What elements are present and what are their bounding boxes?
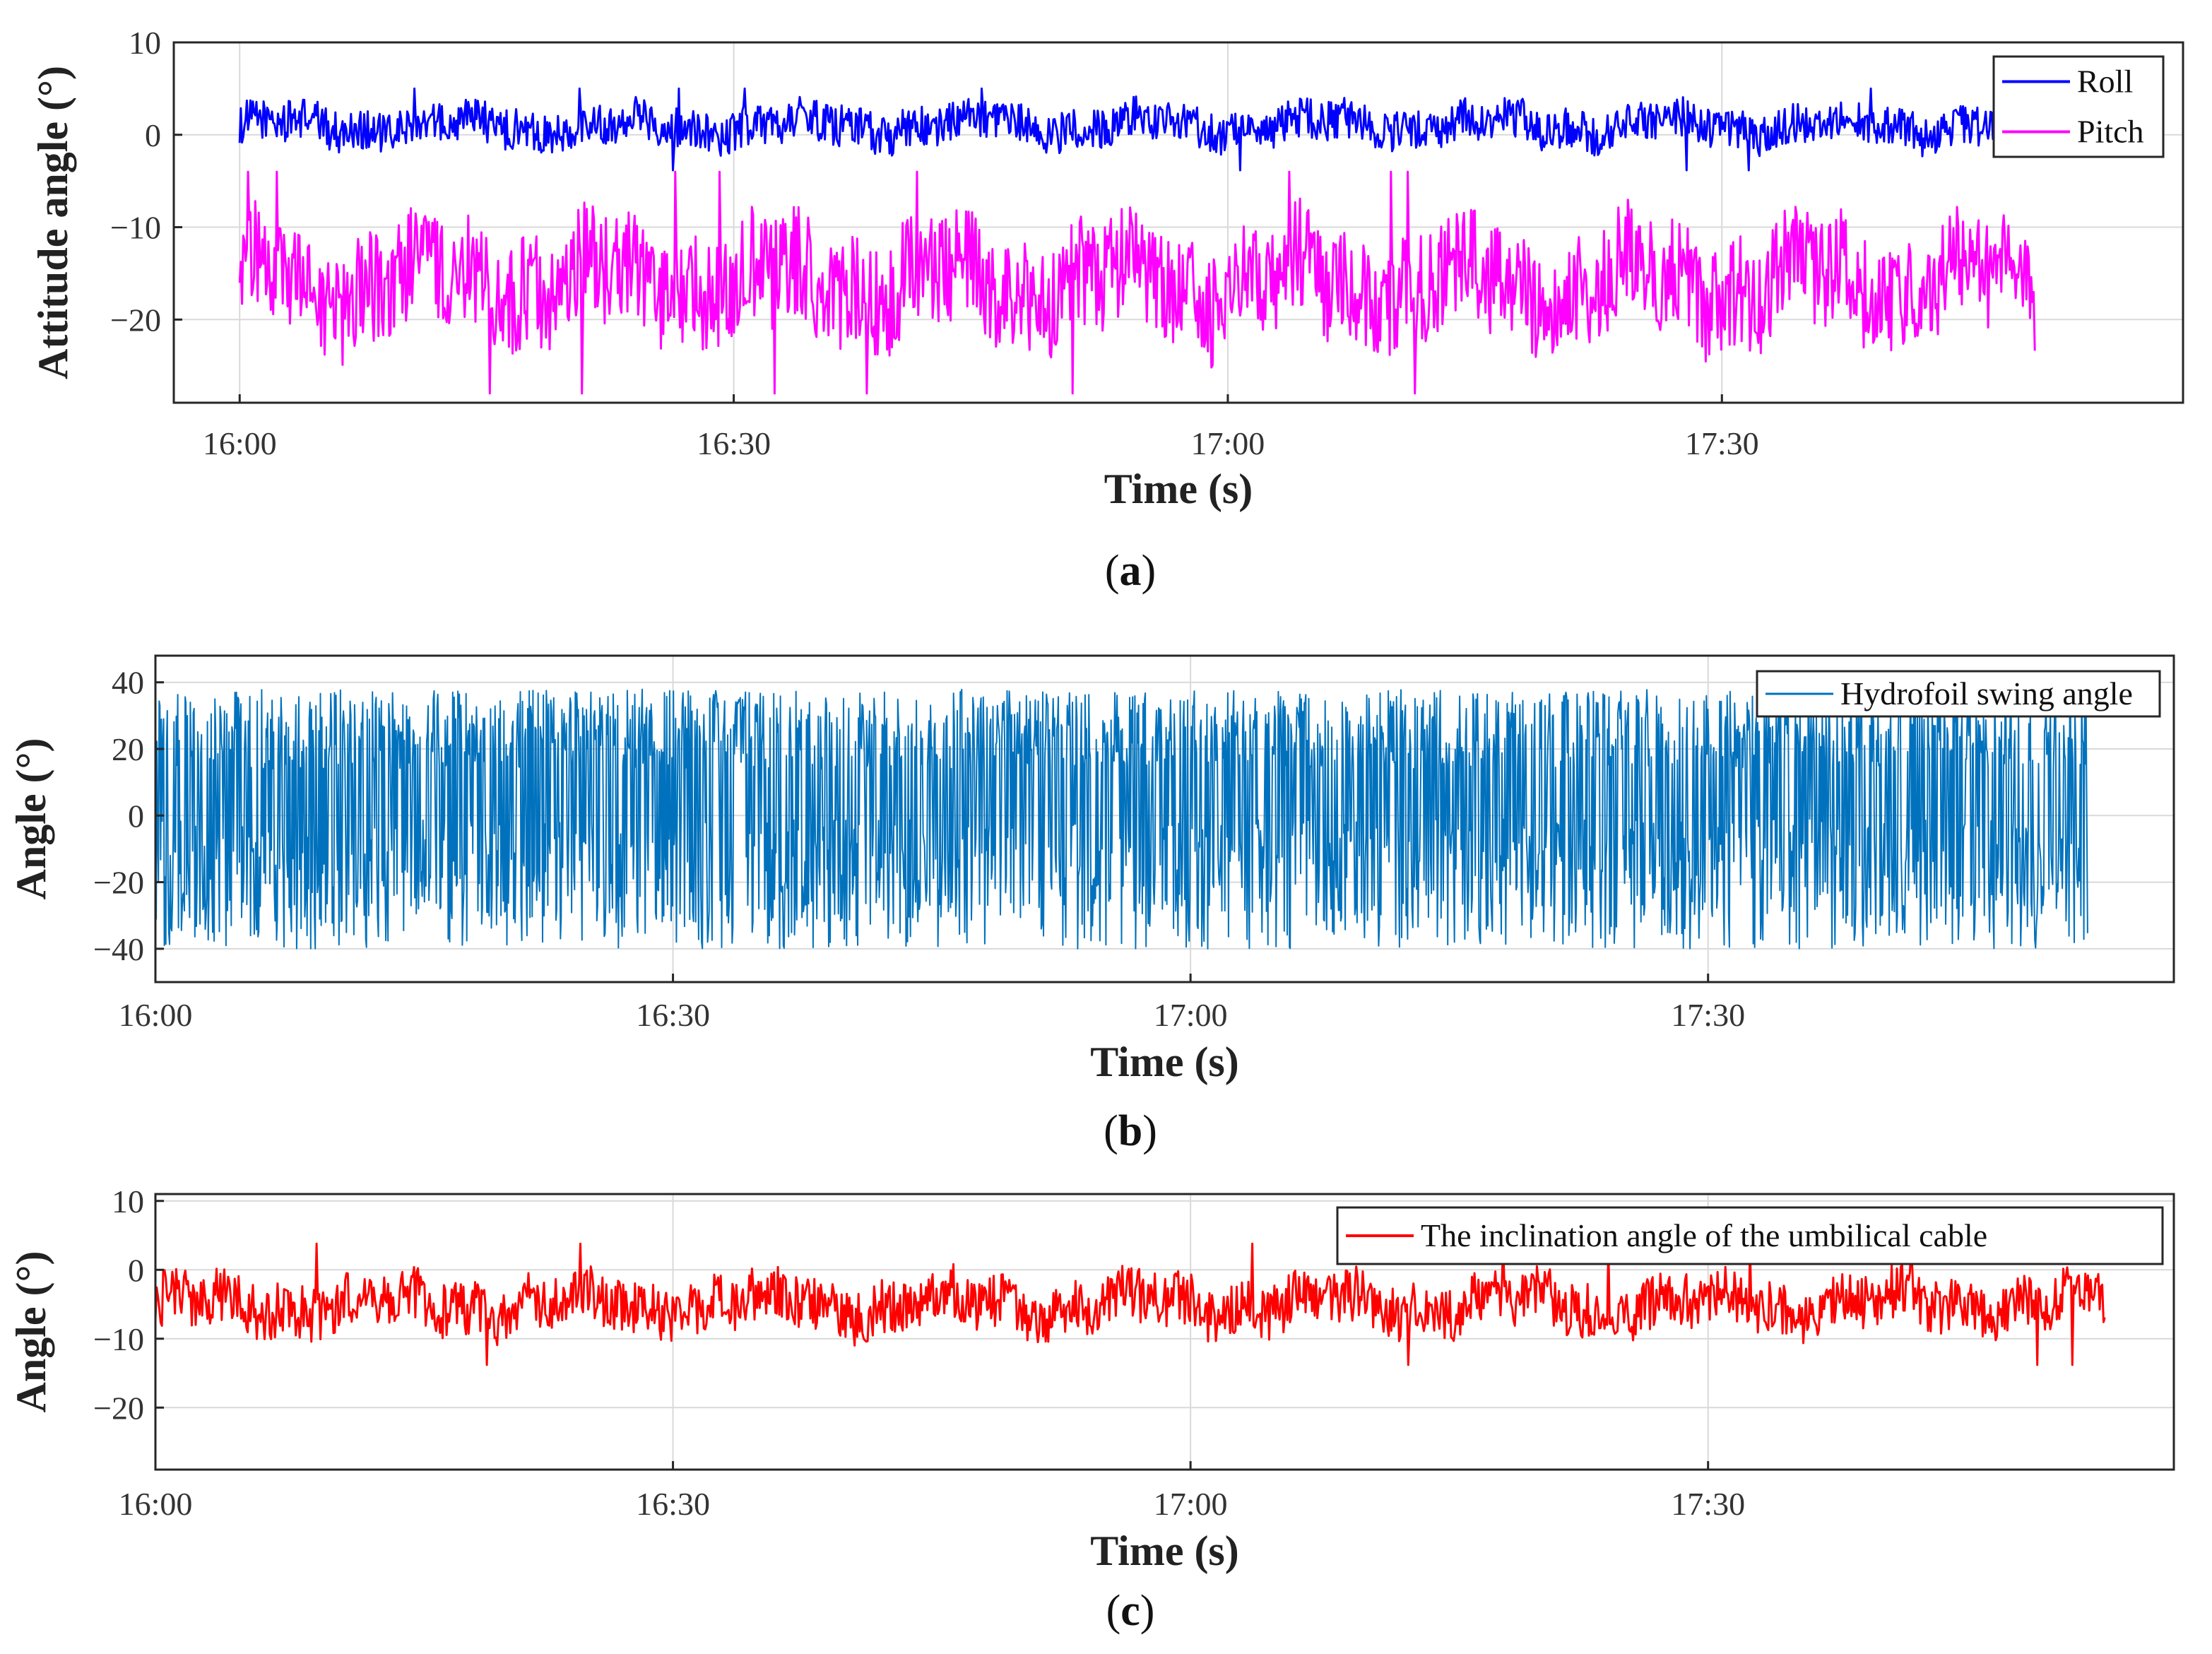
panel-c-x-axis-label: Time (s): [1090, 1528, 1239, 1574]
panel-b-y-tick-label-3: −20: [93, 865, 144, 901]
panel-b: 16:00 16:30 17:00 17:30 40 20 0 −20 −40 Time (s…: [8, 654, 2175, 1155]
panel-b-y-tick-label-4: −40: [93, 931, 144, 967]
panel-a-y-tick-label-3: −20: [110, 302, 161, 338]
panel-c-y-tick-label-2: −10: [93, 1321, 144, 1357]
panel-a-series-line-pitch: [238, 170, 2036, 395]
panel-a-legend: Roll Pitch: [1992, 55, 2165, 158]
panel-b-series-line-hydrofoil-swing-angle: [155, 688, 2088, 950]
panel-a-y-tick-label-1: 0: [145, 117, 161, 153]
panel-a-x-tick-label-3: 17:30: [1685, 425, 1759, 461]
panel-a-caption: (a): [1105, 547, 1156, 595]
panel-a-plot-frame: [172, 41, 2184, 404]
panel-a-series-line-roll: [238, 87, 2036, 172]
panel-b-x-ticks: 16:00 16:30 17:00 17:30: [119, 974, 1745, 1033]
panel-b-y-ticks: 40 20 0 −20 −40: [93, 665, 164, 967]
panel-c-y-tick-label-3: −20: [93, 1390, 144, 1426]
panel-a-series: [238, 87, 2036, 395]
panel-c-x-tick-label-0: 16:00: [119, 1486, 193, 1522]
panel-c-grid: [155, 1194, 2174, 1470]
panel-b-y-tick-label-2: 0: [128, 798, 144, 834]
panel-b-y-axis-label: Angle (°): [8, 738, 54, 900]
panel-b-plot-frame: [154, 654, 2175, 983]
panel-a-y-tick-label-0: 10: [129, 25, 161, 61]
panel-c-legend-box: [1336, 1206, 2164, 1265]
panel-c-legend-label-0: The inclination angle of the umbilical c…: [1421, 1217, 1987, 1253]
panel-a-legend-label-0: Roll: [2077, 64, 2133, 100]
panel-b-x-tick-label-2: 17:00: [1154, 997, 1228, 1033]
panel-b-x-tick-label-0: 16:00: [119, 997, 193, 1033]
panel-b-y-tick-label-0: 40: [112, 665, 144, 701]
panel-b-x-tick-label-3: 17:30: [1671, 997, 1745, 1033]
panel-b-y-tick-label-1: 20: [112, 731, 144, 767]
panel-a-y-axis-label: Attitude angle (°): [30, 66, 76, 379]
panel-c-y-tick-label-0: 10: [112, 1183, 144, 1219]
panel-a-x-ticks: 16:00 16:30 17:00 17:30: [203, 394, 1759, 461]
panel-b-legend: Hydrofoil swing angle: [1756, 670, 2161, 718]
panel-a-legend-box: [1992, 55, 2165, 158]
panel-a-x-tick-label-2: 17:00: [1191, 425, 1265, 461]
panel-c-legend: The inclination angle of the umbilical c…: [1336, 1206, 2164, 1265]
panel-a-x-axis-label: Time (s): [1104, 466, 1253, 512]
panel-c-x-tick-label-2: 17:00: [1154, 1486, 1228, 1522]
panel-c-y-axis-label: Angle (°): [8, 1251, 54, 1413]
panel-c: 16:00 16:30 17:00 17:30 100−10−20 Time (s) …: [8, 1183, 2175, 1635]
panel-c-y-ticks: 10 0 −10 −20: [93, 1183, 164, 1426]
panel-c-plot-frame: [154, 1193, 2175, 1471]
panel-c-x-ticks: 16:00 16:30 17:00 17:30: [119, 1461, 1745, 1522]
panel-c-x-tick-label-3: 17:30: [1671, 1486, 1745, 1522]
panel-a-legend-label-1: Pitch: [2077, 114, 2144, 150]
panel-a-y-tick-label-2: −10: [110, 210, 161, 246]
panel-c-series-line-the-inclination-angle-of-the-umbilical-cable: [154, 1242, 2106, 1366]
panel-b-x-tick-label-1: 16:30: [636, 997, 710, 1033]
panel-b-x-axis-label: Time (s): [1090, 1039, 1239, 1085]
panel-b-legend-label-0: Hydrofoil swing angle: [1840, 675, 2133, 711]
panel-a-x-tick-label-0: 16:00: [203, 425, 277, 461]
panel-c-series: [154, 1242, 2106, 1366]
panel-b-caption: (b): [1104, 1107, 1157, 1155]
panel-a-x-tick-label-1: 16:30: [697, 425, 771, 461]
panel-c-caption: (c): [1106, 1587, 1155, 1635]
panel-c-x-tick-label-1: 16:30: [636, 1486, 710, 1522]
panel-b-series: [155, 688, 2088, 950]
panel-a: 16:00 16:30 17:00 17:30 100−10−20 Time (s) …: [30, 25, 2184, 595]
panel-a-y-ticks: 10 0 −10 −20: [110, 25, 182, 338]
panel-c-y-tick-label-1: 0: [128, 1252, 144, 1288]
